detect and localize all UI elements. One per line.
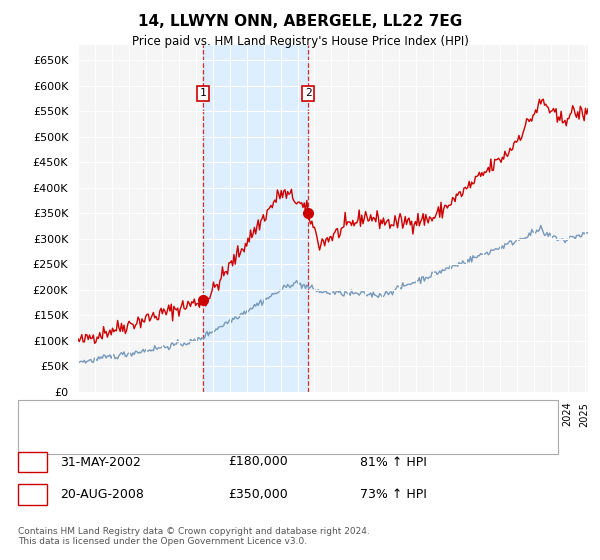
Text: 81% ↑ HPI: 81% ↑ HPI bbox=[360, 455, 427, 469]
Text: 1: 1 bbox=[28, 455, 37, 469]
Text: 2: 2 bbox=[28, 488, 37, 501]
Text: 14, LLWYN ONN, ABERGELE, LL22 7EG: 14, LLWYN ONN, ABERGELE, LL22 7EG bbox=[138, 14, 462, 29]
Bar bbox=[203, 45, 308, 392]
Text: 20-AUG-2008: 20-AUG-2008 bbox=[60, 488, 144, 501]
Text: 14, LLWYN ONN, ABERGELE, LL22 7EG (detached house): 14, LLWYN ONN, ABERGELE, LL22 7EG (detac… bbox=[63, 409, 379, 419]
Text: Price paid vs. HM Land Registry's House Price Index (HPI): Price paid vs. HM Land Registry's House … bbox=[131, 35, 469, 48]
Text: £350,000: £350,000 bbox=[228, 488, 288, 501]
Text: ——: —— bbox=[30, 408, 55, 421]
Text: ——: —— bbox=[30, 429, 55, 442]
Text: 1: 1 bbox=[200, 88, 206, 99]
Text: Contains HM Land Registry data © Crown copyright and database right 2024.
This d: Contains HM Land Registry data © Crown c… bbox=[18, 526, 370, 546]
Text: £180,000: £180,000 bbox=[228, 455, 288, 469]
Text: 73% ↑ HPI: 73% ↑ HPI bbox=[360, 488, 427, 501]
Text: HPI: Average price, detached house, Conwy: HPI: Average price, detached house, Conw… bbox=[63, 431, 307, 441]
Text: 2: 2 bbox=[305, 88, 312, 99]
Text: 31-MAY-2002: 31-MAY-2002 bbox=[60, 455, 141, 469]
